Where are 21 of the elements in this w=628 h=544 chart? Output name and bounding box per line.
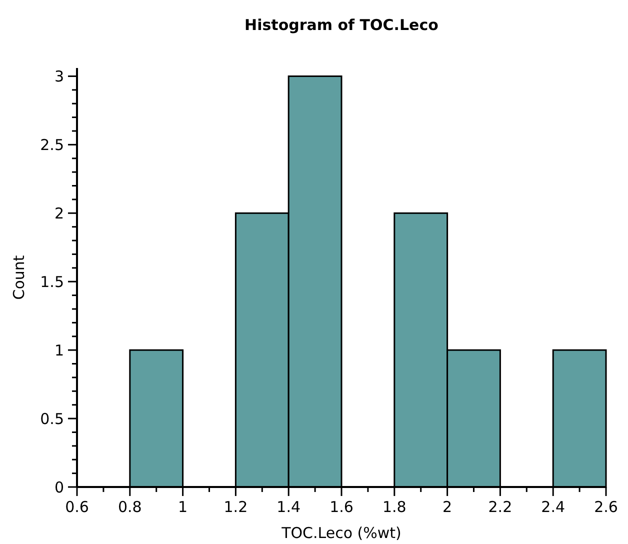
y-tick-label: 0 xyxy=(54,478,64,496)
x-tick-label: 1.2 xyxy=(224,498,248,516)
x-tick-label: 2.4 xyxy=(541,498,566,516)
y-tick-label: 2 xyxy=(54,204,64,222)
y-tick-label: 1.5 xyxy=(40,272,64,291)
y-tick-label: 0.5 xyxy=(40,410,64,428)
x-tick-label: 2.2 xyxy=(488,498,512,516)
x-tick-label: 1.8 xyxy=(382,498,406,516)
y-axis-title: Count xyxy=(10,255,28,300)
y-tick-label: 1 xyxy=(54,341,64,360)
x-tick-label: 1.4 xyxy=(276,498,301,516)
x-tick-label: 1 xyxy=(178,498,188,516)
x-tick-label: 2.6 xyxy=(594,498,618,516)
chart-title: Histogram of TOC.Leco xyxy=(244,16,438,34)
x-axis-title: TOC.Leco (%wt) xyxy=(280,524,402,542)
x-tick-label: 0.6 xyxy=(65,498,89,516)
x-tick-label: 1.6 xyxy=(330,498,354,516)
y-tick-label: 2.5 xyxy=(40,136,64,154)
y-tick-label: 3 xyxy=(54,67,64,86)
x-tick-label: 0.8 xyxy=(118,498,142,516)
x-tick-label: 2 xyxy=(442,498,452,516)
